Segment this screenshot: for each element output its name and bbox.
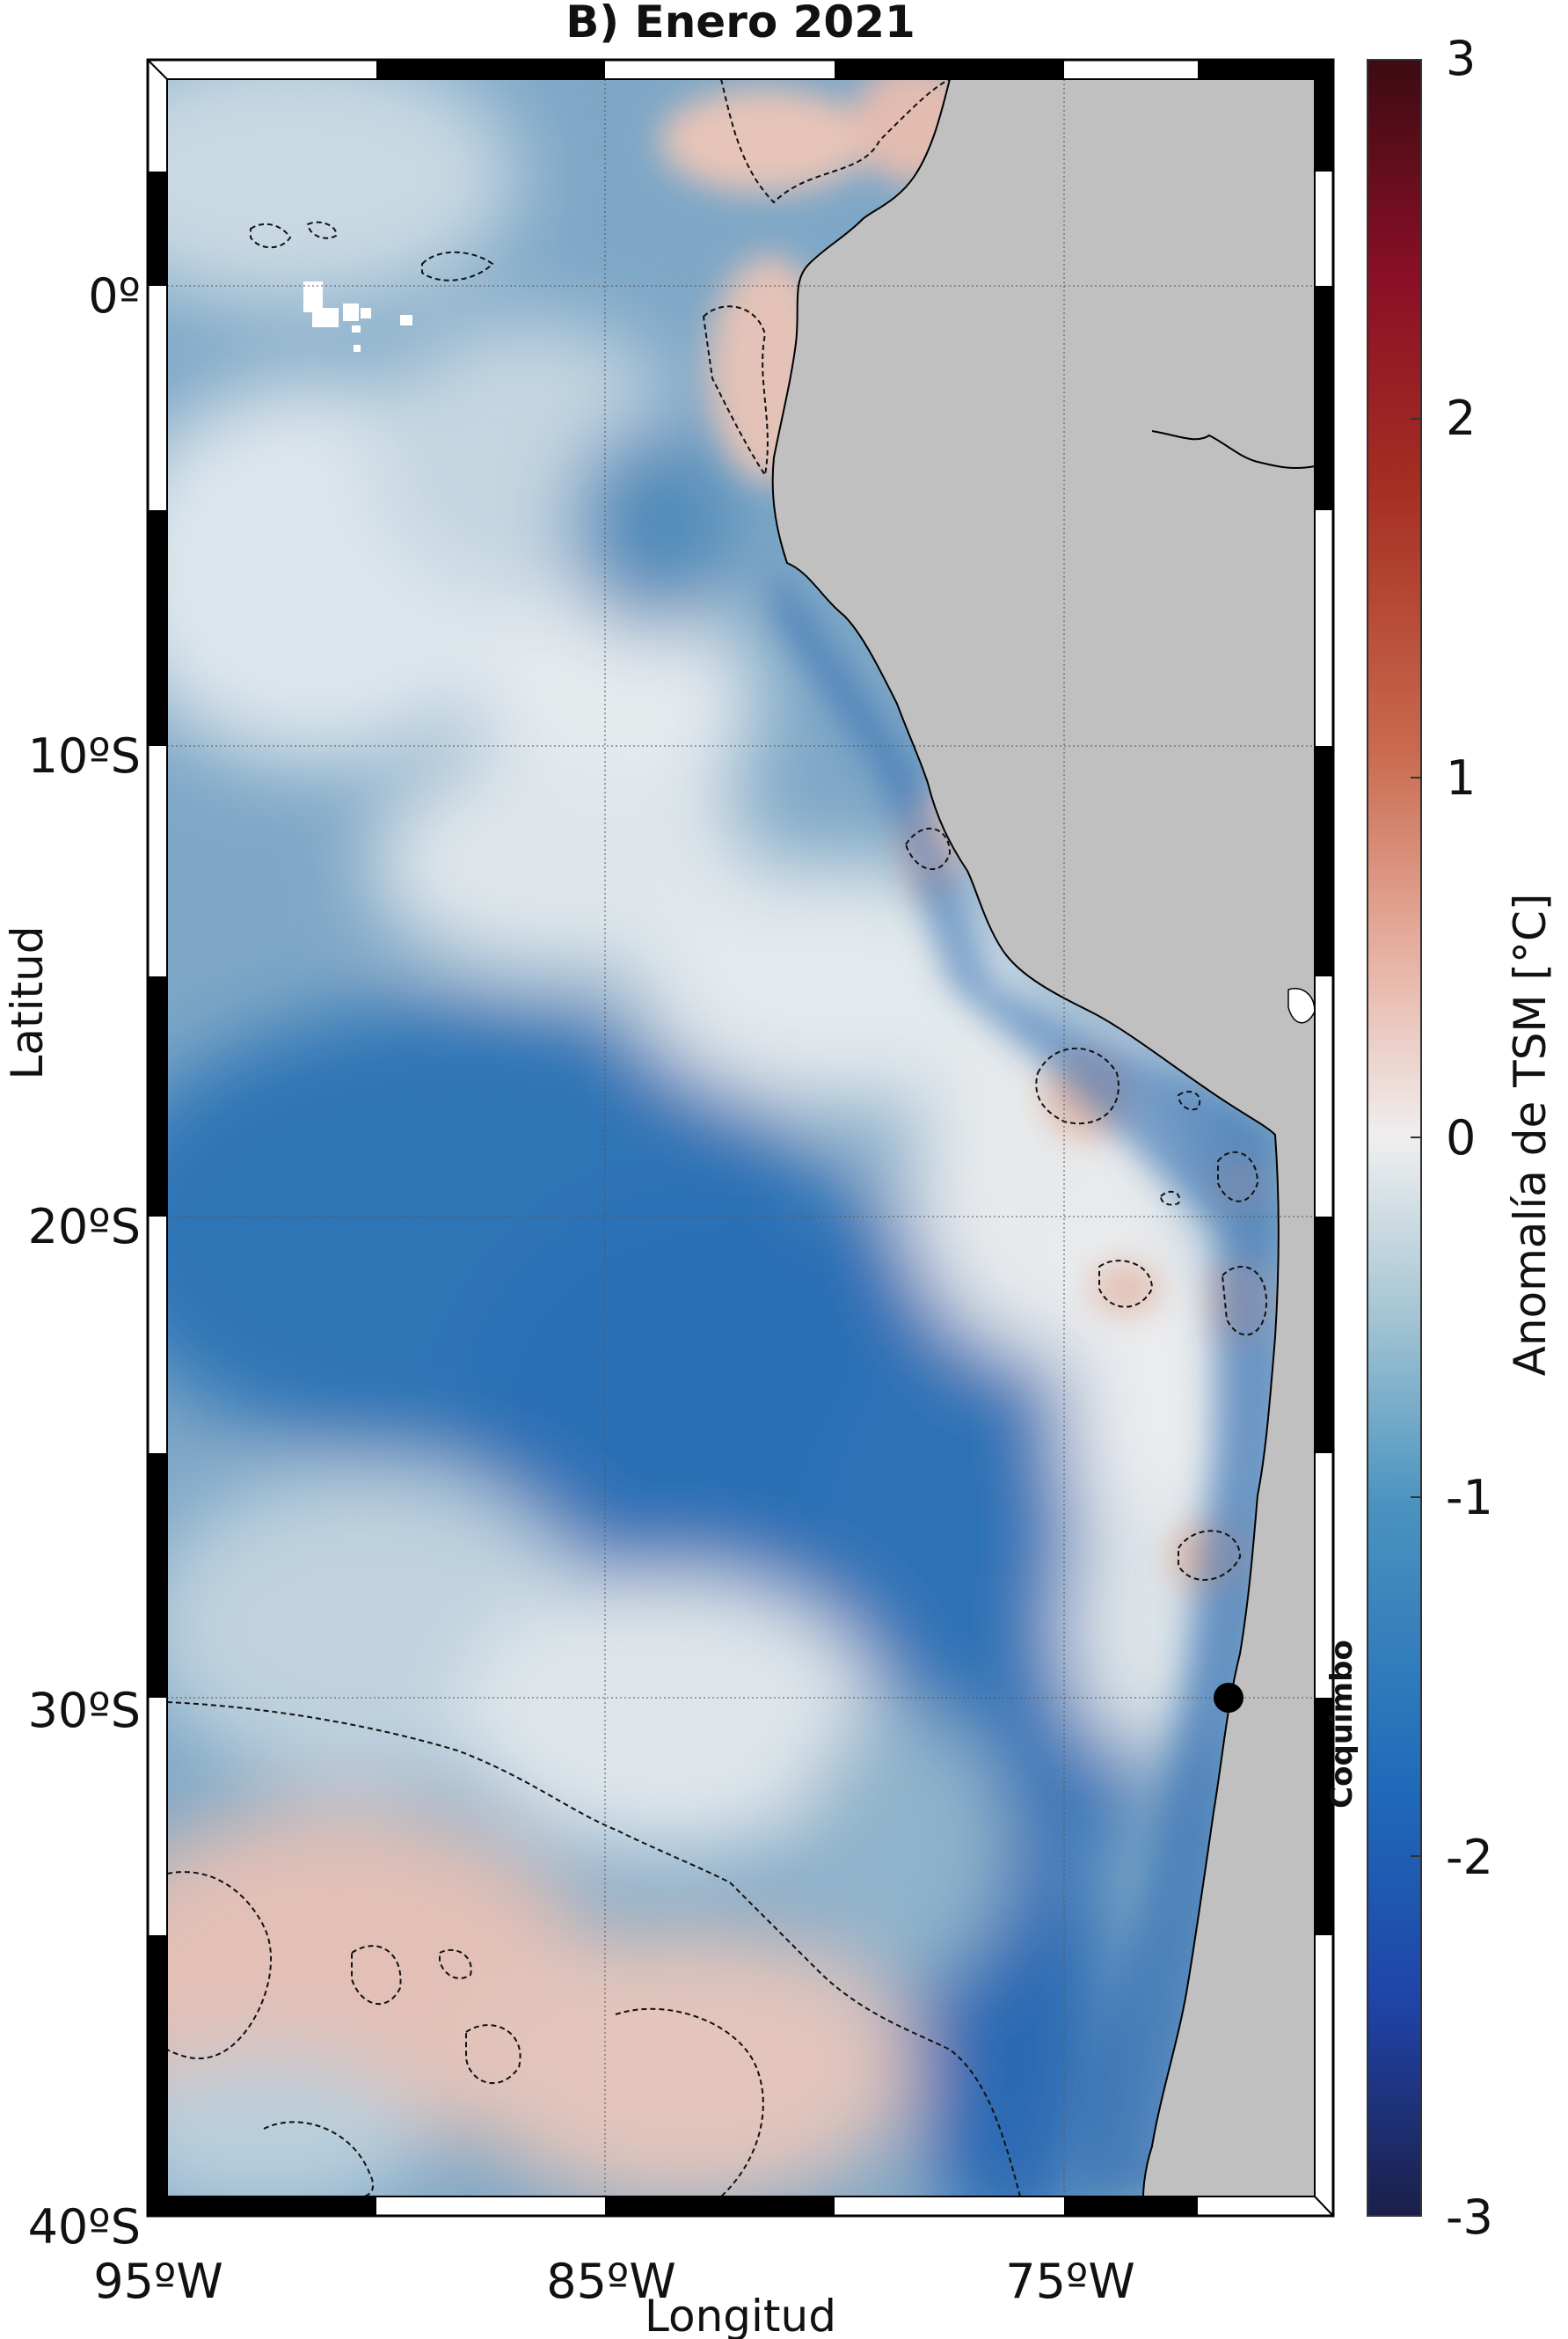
cbar-tick-0: 0: [1446, 1110, 1476, 1166]
chart-title: B) Enero 2021: [565, 0, 915, 48]
coquimbo-marker: [1214, 1683, 1243, 1713]
graticule: [167, 79, 1315, 2196]
y-axis-label: Latitud: [2, 925, 53, 1079]
lon-tick-95w: 95ºW: [93, 2254, 223, 2309]
lat-tick-30s: 30ºS: [28, 1683, 141, 1738]
colorbar-label: Anomalía de TSM [°C]: [1505, 894, 1556, 1377]
frame-tickbars: [148, 60, 1333, 2216]
lat-tick-0: 0º: [88, 268, 141, 324]
colorbar-ticks: [1411, 418, 1421, 1857]
lat-tick-20s: 20ºS: [28, 1199, 141, 1254]
cbar-tick-3: 3: [1446, 31, 1476, 86]
cbar-tick-neg2: -2: [1446, 1830, 1493, 1885]
cbar-tick-neg1: -1: [1446, 1470, 1493, 1525]
x-axis-label: Longitud: [645, 2291, 836, 2339]
lon-tick-85w: 85ºW: [546, 2254, 676, 2309]
cbar-tick-1: 1: [1446, 750, 1476, 806]
coquimbo-label: Coquimbo: [1324, 1640, 1360, 1809]
river-line: [1151, 430, 1315, 470]
cbar-tick-neg3: -3: [1446, 2189, 1493, 2245]
cbar-tick-2: 2: [1446, 391, 1476, 446]
map-area: [167, 79, 1315, 2196]
land-south-america: [771, 79, 1315, 2196]
galapagos-no-data: [303, 281, 412, 352]
lat-tick-40s: 40ºS: [28, 2199, 141, 2255]
lon-tick-75w: 75ºW: [1005, 2254, 1135, 2309]
zero-contours: [167, 79, 1268, 2196]
lat-tick-10s: 10ºS: [28, 728, 141, 784]
